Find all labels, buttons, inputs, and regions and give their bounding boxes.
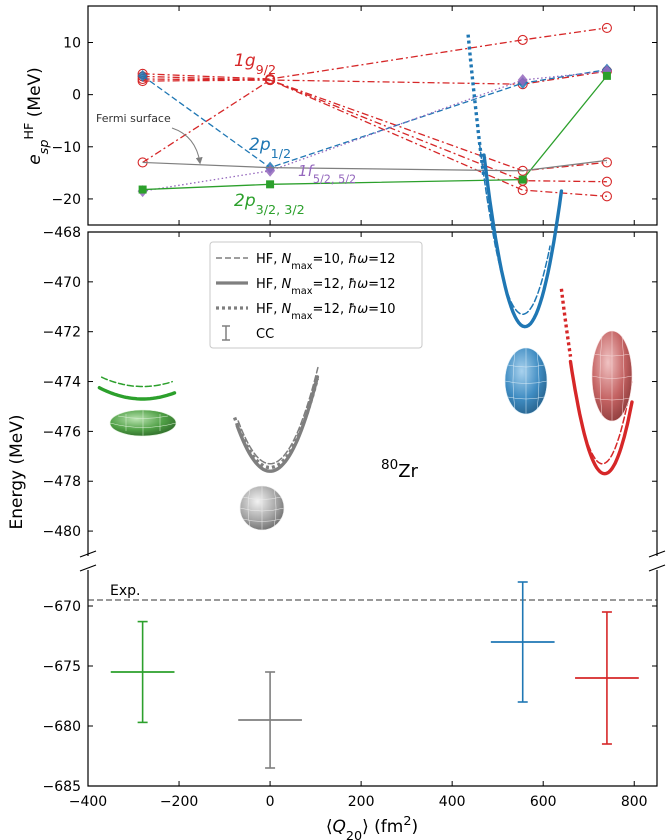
oblate-nucleus-shape [109,409,177,437]
orbital-point-1g9/2 [601,157,612,168]
cc-energy-panel: −400 −200 0 200 400 600 800 −670 −675 −680 −685 Exp… [43,581,657,840]
top-y-tick-label: −20 [51,192,81,208]
orbital-point-2p3/2 [138,185,147,194]
x-tick-label: 400 [439,794,466,810]
single-particle-panel: 10 0 −10 −20 Fermi surface 1g9/2 2p1/2 1f5/2, 5… [22,6,657,225]
top-y-tick-label: 0 [72,88,81,104]
orbital-line-1g9/2 [142,27,608,80]
orbital-line-fermi [142,159,608,172]
experimental-label: Exp. [110,583,140,599]
middle-y-axis-label: Energy (MeV) [7,415,27,530]
hf-curve-red-solid-thick [568,359,634,476]
top-y-axis-label: espHF (MeV) [22,67,52,165]
orbital-line-1g9/2 [142,78,607,172]
middle-y-tick-label: −478 [43,474,81,490]
orbital-point-1g9/2 [601,22,612,33]
middle-y-tick-label: −476 [43,424,82,440]
hf-curve-blue-solid-thick [482,153,564,329]
hf-curve-blue-dotted [466,34,486,178]
legend-entry-label: HF, Nmax=12, ħω=12 [256,277,396,297]
middle-y-tick-label: −472 [43,325,81,341]
orbital-point-1g9/2 [517,185,528,196]
bottom-y-tick-label: −670 [43,599,81,615]
middle-y-tick-label: −470 [43,275,81,291]
orbital-point-2p1/2 [137,69,148,82]
bottom-y-tick-label: −685 [43,779,81,795]
middle-y-tick-label: −474 [43,375,82,391]
top-y-tick-label: 10 [63,36,81,52]
bottom-y-tick-label: −675 [43,659,81,675]
orbital-point-1g9/2 [601,176,612,187]
orbital-line-1g9/2 [142,70,608,85]
orbital-point-1g9/2 [517,34,528,45]
orbital-line-2p1/2 [142,68,608,169]
legend-entry-label: HF, Nmax=10, ħω=12 [256,252,396,272]
top-y-tick-label: −10 [51,140,81,156]
orbital-line-2p3/2 [142,75,608,191]
x-tick-label: −200 [160,794,198,810]
fermi-surface-arrow [171,127,203,165]
hf-curve-gray-solid-thick [235,375,320,473]
hf-curve-red-dotted [559,288,573,357]
top-panel-frame [87,5,658,226]
hf-curve-gray-dashed [237,366,319,465]
spherical-nucleus-shape [239,485,285,531]
prolate-nucleus-shape [504,347,548,415]
legend: HF, Nmax=10, ħω=12 HF, Nmax=12, ħω=12 HF, … [209,241,423,349]
orbital-line-1f5/2 [142,70,607,192]
label-2p12: 2p1/2 [249,135,291,162]
hf-curve-blue-dashed [478,142,551,315]
superdeformed-nucleus-shape [591,330,633,422]
orbital-point-2p3/2 [602,71,611,80]
x-tick-label: 0 [266,794,275,810]
x-tick-label: 800 [621,794,648,810]
legend-entry-label: HF, Nmax=12, ħω=10 [256,302,396,322]
axis-break-marks [79,550,666,572]
orbital-line-1g9/2 [142,79,607,197]
legend-box [209,241,423,349]
middle-y-tick-label: −480 [43,524,81,540]
hf-curve-green-solid-thick [97,386,177,401]
fermi-surface-label: Fermi surface [96,112,171,125]
legend-entry-label: CC [256,327,274,342]
hf-energy-panel: −468 −470 −472 −474 −476 −478 −480 80Zr Energy (… [7,34,657,540]
x-axis-label: ⟨Q20⟩ (fm2) [326,814,418,840]
orbital-point-1f5/2 [517,74,528,87]
bottom-y-tick-label: −680 [43,719,81,735]
orbital-point-2p3/2 [266,180,275,189]
middle-y-tick-label: −468 [43,225,81,241]
bottom-panel-frame [87,231,658,787]
label-1g92: 1g9/2 [234,51,276,78]
orbital-point-2p3/2 [518,175,527,184]
x-tick-label: 600 [530,794,557,810]
orbital-point-1g9/2 [601,191,612,202]
x-tick-label: 200 [348,794,375,810]
label-2p32: 2p3/2, 3/2 [234,191,305,218]
x-tick-label: −400 [69,794,107,810]
hf-curve-gray-dotted [232,378,320,470]
orbital-line-1g9/2 [142,79,607,183]
orbital-point-1g9/2 [265,74,276,86]
hf-curve-green-dashed [100,376,173,388]
label-1f52: 1f5/2, 5/2 [298,162,356,186]
nucleus-label: 80Zr [381,457,419,482]
